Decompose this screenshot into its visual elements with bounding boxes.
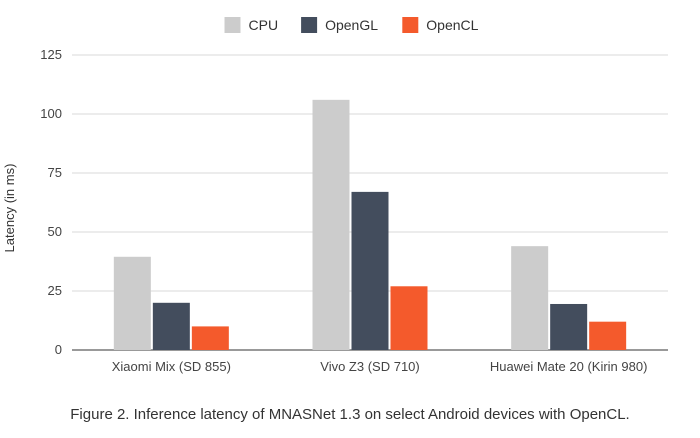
bars [113,99,627,350]
x-tick-label: Huawei Mate 20 (Kirin 980) [490,359,648,374]
bar-cpu-1 [113,256,151,350]
bar-opencl-1 [191,326,229,350]
legend-label-cpu: CPU [249,17,279,33]
y-tick-label: 50 [48,224,62,239]
bar-opencl-2 [390,286,428,350]
x-axis-ticks: Xiaomi Mix (SD 855) Vivo Z3 (SD 710) Huawe… [112,359,648,374]
x-tick-label: Xiaomi Mix (SD 855) [112,359,231,374]
bar-opengl-2 [351,191,389,350]
chart-legend: CPU OpenGL OpenCL [224,17,479,33]
legend-label-opencl: OpenCL [426,17,478,33]
bar-opencl-3 [589,321,627,350]
y-tick-label: 0 [55,342,62,357]
bar-cpu-3 [511,246,549,350]
legend-swatch-opencl [402,17,419,33]
y-tick-label: 125 [40,47,62,62]
legend-label-opengl: OpenGL [325,17,378,33]
figure-caption: Figure 2. Inference latency of MNASNet 1… [70,406,630,423]
y-axis-title: Latency (in ms) [2,164,17,253]
y-tick-label: 25 [48,283,62,298]
y-tick-label: 75 [48,165,62,180]
y-axis-ticks: 0 25 50 75 100 125 [40,47,62,357]
bar-cpu-2 [312,99,350,350]
y-tick-label: 100 [40,106,62,121]
bar-opengl-1 [152,302,190,350]
bar-opengl-3 [550,303,588,350]
legend-swatch-cpu [224,17,241,33]
x-tick-label: Vivo Z3 (SD 710) [320,359,419,374]
legend-swatch-opengl [301,17,318,33]
